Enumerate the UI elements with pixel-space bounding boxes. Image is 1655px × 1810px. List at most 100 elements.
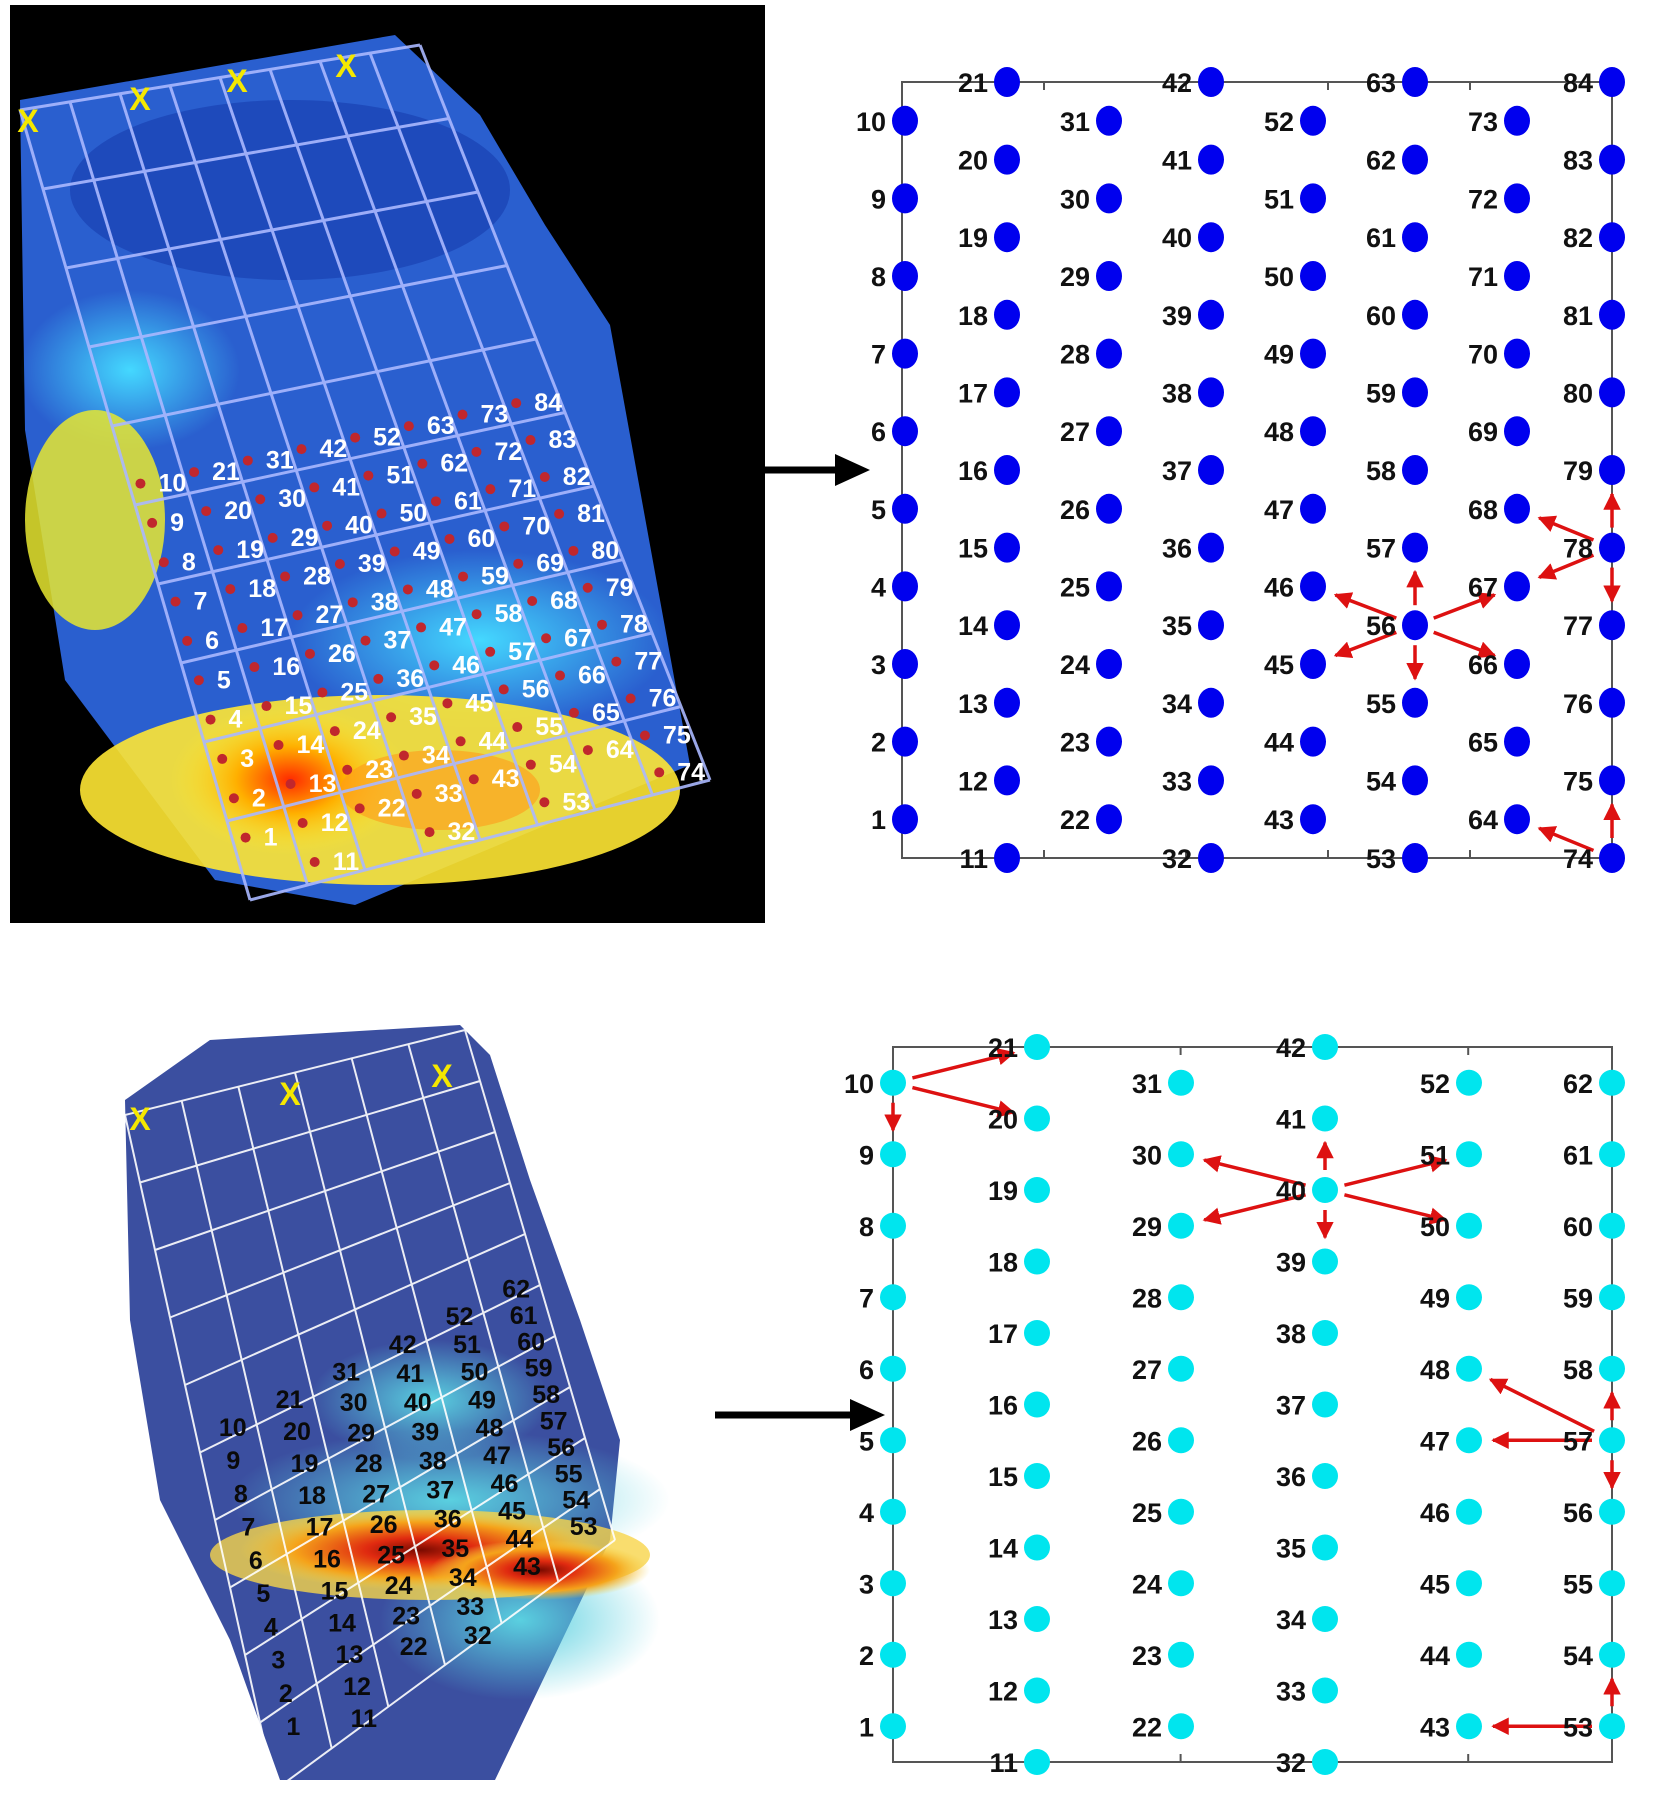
map-label-55: 55 [555,1460,583,1488]
arrow-40-to-29 [1202,1193,1307,1225]
map-label-26: 26 [370,1511,398,1539]
electrode-dot-74 [1599,843,1625,873]
map-labels: 1234567891011121314151617181920212223242… [158,389,705,876]
electrode-dot-4 [880,1498,906,1525]
map-label-11: 11 [351,1705,378,1733]
map-electrode-dot-57 [485,646,496,657]
electrode-dot-78 [1599,532,1625,563]
electrode-label-83: 83 [1563,146,1593,176]
electrode-label-36: 36 [1276,1462,1306,1492]
electrode-dot-53 [1599,1713,1625,1740]
map-label-35: 35 [441,1535,469,1563]
transform-arrow-2 [715,1399,885,1431]
map-label-1: 1 [264,824,278,852]
map-label-33: 33 [435,780,463,808]
map-electrode-dot-12 [297,818,308,829]
map-label-60: 60 [468,525,496,553]
electrode-label-59: 59 [1366,378,1396,408]
map-label-31: 31 [266,447,294,475]
electrode-dot-45 [1300,649,1326,679]
electrode-label-76: 76 [1563,689,1593,719]
electrode-dot-61 [1599,1141,1625,1168]
electrode-dot-38 [1312,1320,1338,1346]
map-label-3: 3 [240,745,254,773]
electrode-label-8: 8 [871,262,886,292]
electrode-label-7: 7 [859,1283,874,1313]
electrode-label-51: 51 [1420,1140,1450,1170]
electrode-dot-21 [994,67,1020,97]
map-label-23: 23 [365,756,393,784]
electrode-dot-52 [1300,105,1326,136]
electrode-dot-35 [1198,610,1224,641]
electrode-dot-62 [1599,1069,1625,1096]
electrode-label-43: 43 [1420,1712,1450,1742]
electrode-dot-38 [1198,377,1224,408]
map-electrode-dot-76 [625,693,636,704]
map-label-9: 9 [170,509,184,537]
electrode-label-78: 78 [1563,534,1593,564]
electrode-label-10: 10 [856,107,886,137]
electrode-label-15: 15 [988,1462,1018,1492]
arrow-56-to-66 [1433,630,1497,659]
electrode-dot-1 [880,1713,906,1740]
map-label-26: 26 [328,640,356,668]
map-label-50: 50 [400,500,428,528]
electrode-dot-6 [880,1355,906,1382]
electrode-map-1: XX X X 12345678910111213141516171819202122… [10,5,765,923]
map-label-21: 21 [276,1386,304,1414]
map-label-62: 62 [502,1276,530,1304]
map-label-7: 7 [194,588,208,616]
electrode-label-19: 19 [988,1176,1018,1206]
electrode-label-30: 30 [1132,1140,1162,1170]
electrode-label-16: 16 [988,1391,1018,1421]
map-label-2: 2 [279,1680,293,1708]
electrode-label-32: 32 [1162,844,1192,874]
map-electrode-dot-54 [525,759,536,770]
arrow-74-to-64 [1537,826,1595,853]
map-electrode-dot-72 [471,446,482,457]
electrode-dot-44 [1456,1641,1482,1668]
map-label-40: 40 [345,512,373,540]
electrode-dot-60 [1402,299,1428,330]
map-label-61: 61 [454,487,482,515]
electrode-dot-16 [994,455,1020,485]
map-electrode-dot-56 [498,684,509,695]
map-electrode-dot-24 [329,726,340,737]
map-electrode-dot-45 [442,698,453,709]
map-electrode-dot-43 [468,774,479,785]
electrode-label-29: 29 [1132,1212,1162,1242]
electrode-dot-35 [1312,1534,1338,1561]
map-label-15: 15 [284,692,312,720]
map-label-45: 45 [498,1498,526,1526]
electrode-label-36: 36 [1162,534,1192,564]
electrode-label-51: 51 [1264,184,1294,214]
electrode-dot-33 [1312,1677,1338,1704]
electrode-dot-3 [880,1570,906,1597]
map-label-78: 78 [620,611,648,639]
map-electrode-dot-3 [217,753,228,764]
map-electrode-dot-60 [444,533,455,544]
map-label-9: 9 [226,1447,240,1475]
electrode-label-45: 45 [1264,650,1294,680]
map-label-43: 43 [492,765,520,793]
map-label-60: 60 [517,1328,545,1356]
electrode-dot-56 [1599,1498,1625,1525]
map-electrode-dot-65 [568,707,579,718]
electrode-label-39: 39 [1276,1248,1306,1278]
arrow-10-to-21 [911,1048,1016,1080]
map-x-markers: X X X [129,1058,453,1137]
map-electrode-dot-52 [350,432,361,443]
electrode-dot-70 [1504,338,1530,369]
electrode-label-38: 38 [1276,1319,1306,1349]
electrode-dot-5 [892,493,918,524]
electrode-label-79: 79 [1563,456,1593,486]
map-label-33: 33 [456,1593,484,1621]
electrode-label-50: 50 [1264,262,1294,292]
electrode-label-2: 2 [871,728,886,758]
electrode-dot-40 [1198,222,1224,253]
map-electrode-dot-79 [582,582,593,593]
map-label-51: 51 [386,462,414,490]
map-label-50: 50 [461,1359,489,1387]
electrode-dot-29 [1168,1212,1194,1239]
map-label-20: 20 [283,1418,311,1446]
